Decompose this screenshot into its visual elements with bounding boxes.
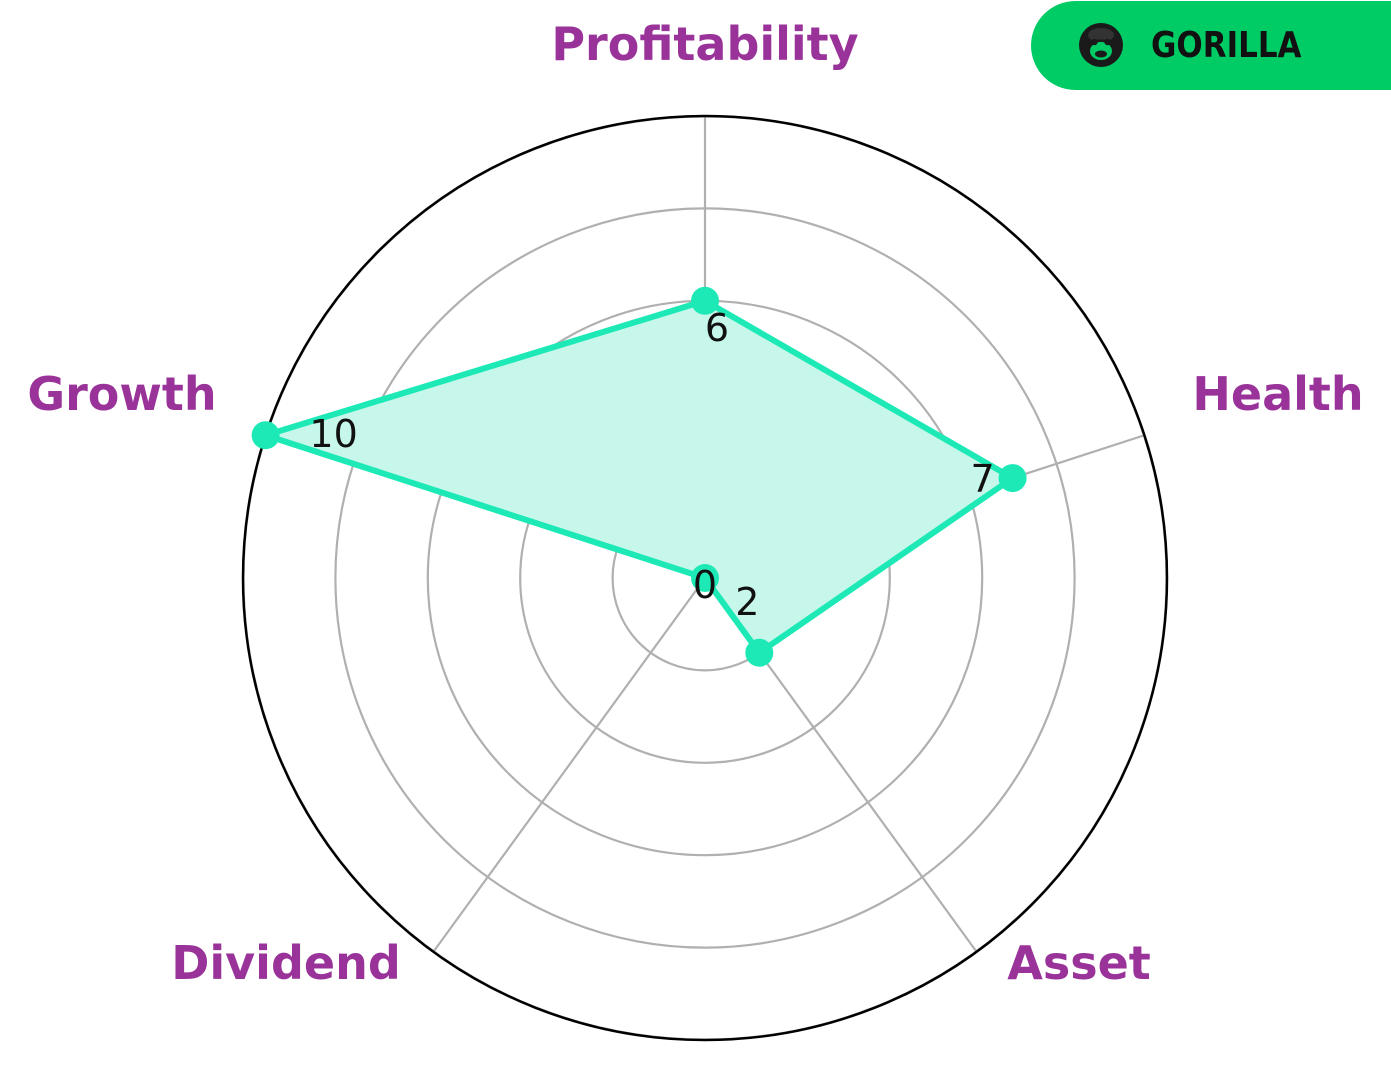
value-label: 0 — [693, 563, 717, 607]
axis-label-dividend: Dividend — [171, 936, 401, 990]
data-point-marker — [251, 421, 280, 450]
data-point-marker — [691, 564, 719, 592]
value-label: 6 — [705, 306, 729, 350]
axis-label-asset: Asset — [1007, 936, 1151, 990]
axis-labels: Profitability Health Asset Dividend Growth — [27, 17, 1363, 990]
axis-spoke — [432, 577, 706, 953]
series-area — [262, 297, 1016, 656]
gorilla-head-icon — [1079, 23, 1123, 67]
brand-name: GORILLA — [1151, 25, 1302, 66]
series-markers — [251, 286, 1027, 667]
axis-label-health: Health — [1192, 367, 1363, 421]
outer-ring — [241, 114, 1169, 1042]
value-labels: 6 7 20 10 — [309, 306, 994, 624]
value-label: 10 — [309, 412, 357, 456]
axis-label-profitability: Profitability — [551, 17, 858, 71]
axis-label-growth: Growth — [27, 367, 216, 421]
data-point-marker — [998, 464, 1027, 493]
value-label: 7 — [970, 457, 994, 501]
data-point-marker — [745, 638, 774, 667]
value-label: 2 — [735, 580, 759, 624]
data-point-marker — [691, 286, 719, 315]
brand-badge[interactable]: GORILLA — [1031, 1, 1391, 90]
